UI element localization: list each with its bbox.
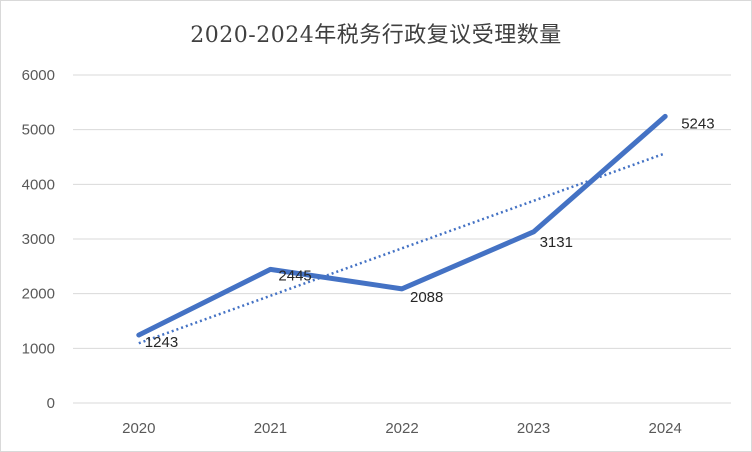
trendline-layer (138, 152, 666, 345)
x-tick-label: 2021 (254, 420, 287, 437)
y-axis-ticks: 0 1000 2000 3000 4000 5000 6000 (22, 67, 55, 412)
trendline (138, 152, 666, 345)
data-label: 5243 (681, 115, 714, 132)
x-tick-label: 2024 (649, 420, 682, 437)
x-tick-label: 2020 (122, 420, 155, 437)
y-tick-label: 6000 (22, 67, 55, 84)
chart-title: 2020-2024年税务行政复议受理数量 (190, 23, 562, 48)
x-axis-ticks: 2020 2021 2022 2023 2024 (122, 420, 682, 437)
data-label: 2445 (278, 267, 311, 284)
data-label: 3131 (540, 234, 573, 251)
data-label: 2088 (410, 289, 443, 306)
y-tick-label: 2000 (22, 286, 55, 303)
y-tick-label: 3000 (22, 231, 55, 248)
x-tick-label: 2023 (517, 420, 550, 437)
data-label: 1243 (145, 334, 178, 351)
y-tick-label: 1000 (22, 340, 55, 357)
series-line (136, 113, 668, 338)
y-tick-label: 0 (47, 395, 55, 412)
y-tick-label: 4000 (22, 176, 55, 193)
y-tick-label: 5000 (22, 122, 55, 139)
x-tick-label: 2022 (385, 420, 418, 437)
gridlines (73, 74, 731, 404)
data-labels: 1243 2445 2088 3131 5243 (145, 115, 715, 351)
series-layer (136, 113, 668, 338)
